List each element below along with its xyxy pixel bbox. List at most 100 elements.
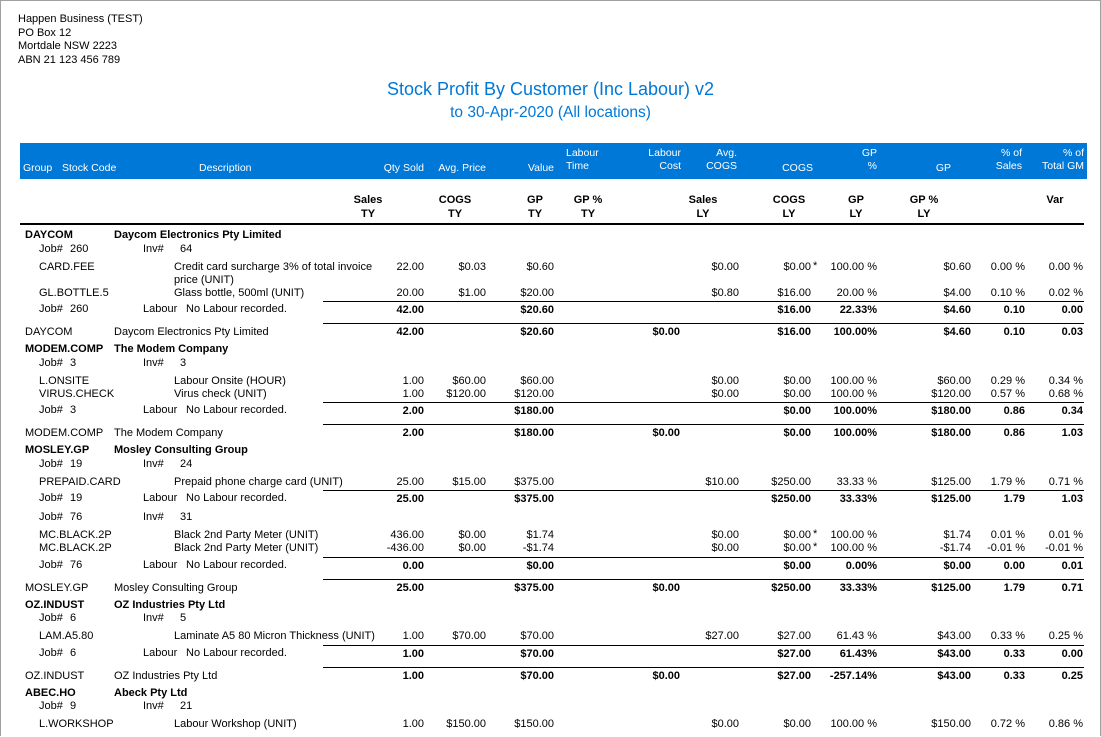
labour-label: Labour — [143, 404, 178, 416]
company-name: Happen Business (TEST) — [18, 13, 143, 25]
cell-gpp: 20.00 % — [836, 286, 877, 299]
labour-label: Labour — [143, 492, 178, 504]
subheader-0: Sales TY — [353, 194, 383, 220]
job-number: 6 — [70, 612, 77, 624]
cell-pgm: 0.86 % — [1048, 718, 1083, 730]
labour-note: No Labour recorded. — [186, 646, 287, 659]
cell-lcost: $0.00 — [652, 326, 680, 338]
labour-note: No Labour recorded. — [186, 558, 287, 571]
address-line-2: Mortdale NSW 2223 — [18, 40, 118, 52]
column-header-code: Stock Code — [62, 162, 117, 174]
cell-cogs: $0.00 — [783, 405, 811, 417]
column-header-band: Group Stock Code Description Qty Sold Avg. P… — [20, 143, 1087, 179]
cell-psales: 0.72 % — [990, 718, 1025, 730]
group-code: MODEM.COMP — [25, 343, 104, 355]
cell-value: $20.60 — [520, 304, 554, 316]
subtotal-rule — [323, 402, 1084, 403]
invoice-number: 64 — [180, 242, 193, 255]
item-description: Credit card surcharge 3% of total invoic… — [174, 260, 373, 273]
cell-gpp: 33.33% — [839, 581, 877, 594]
cell-gp: $43.00 — [937, 630, 971, 642]
cell-cogs: $0.00 — [783, 542, 811, 554]
cell-pgm: 0.34 % — [1048, 374, 1083, 387]
stock-code: L.WORKSHOP — [39, 718, 114, 730]
company-address: Happen Business (TEST) PO Box 12 Mortdal… — [18, 13, 143, 67]
customer-name: OZ Industries Pty Ltd — [114, 669, 218, 682]
subheader-3: GP % TY — [573, 194, 603, 220]
cell-pgm: 0.00 — [1061, 304, 1083, 316]
invoice-label: Inv# — [143, 356, 164, 369]
item-description: Labour Workshop (UNIT) — [174, 718, 297, 730]
address-line-1: PO Box 12 — [18, 26, 72, 39]
cell-gp: $180.00 — [931, 405, 971, 417]
cell-gp: $0.00 — [943, 559, 971, 572]
cell-value: $150.00 — [514, 718, 554, 730]
group-code: MOSLEY.GP — [25, 444, 90, 456]
cell-gpp: 100.00% — [833, 326, 877, 338]
company-abn: ABN 21 123 456 789 — [18, 53, 121, 66]
cogs-flag-icon: * — [813, 541, 818, 553]
column-header-lcost: Labour Cost — [648, 147, 681, 172]
job-number: 76 — [70, 511, 83, 523]
job-label: Job# — [39, 457, 63, 470]
cell-pgm: 0.71 — [1061, 581, 1083, 594]
group-code: OZ.INDUST — [25, 669, 85, 682]
cell-psales: 0.10 — [1003, 326, 1025, 338]
job-label: Job# — [39, 492, 63, 504]
cell-cogs: $0.00 — [783, 529, 811, 541]
job-number: 19 — [70, 492, 83, 504]
cell-psales: 0.00 % — [990, 260, 1025, 273]
cell-acogs: $0.00 — [711, 718, 739, 730]
cell-avg: $150.00 — [446, 718, 486, 730]
customer-name: The Modem Company — [114, 343, 229, 355]
cell-qty: 1.00 — [402, 630, 424, 642]
cell-qty: 25.00 — [396, 475, 424, 488]
cell-value: $0.00 — [526, 559, 554, 572]
cell-gp: $43.00 — [937, 647, 971, 660]
cell-gp: $4.60 — [943, 326, 971, 338]
cell-pgm: 0.01 % — [1048, 529, 1083, 541]
report-title: Stock Profit By Customer (Inc Labour) v2 — [386, 79, 715, 99]
cell-gp: $4.60 — [943, 304, 971, 316]
subtotal-rule — [323, 490, 1084, 491]
header-divider — [20, 223, 1084, 225]
column-header-gpp: GP% — [861, 147, 877, 172]
column-header-group: Group — [23, 162, 53, 174]
cell-value: $375.00 — [514, 475, 554, 488]
cell-pgm: 0.25 — [1061, 669, 1083, 682]
cell-qty: 1.00 — [402, 718, 424, 730]
item-description: Black 2nd Party Meter (UNIT) — [174, 542, 319, 554]
cell-qty: 42.00 — [396, 304, 424, 316]
cell-qty: 1.00 — [402, 669, 424, 682]
cell-gpp: 100.00 % — [830, 260, 877, 273]
subtotal-rule — [323, 424, 1084, 425]
cell-gpp: 100.00% — [833, 427, 877, 439]
cell-acogs: $0.80 — [711, 286, 739, 299]
labour-label: Labour — [143, 646, 178, 659]
cell-gpp: 100.00 % — [830, 718, 877, 730]
cell-qty: 2.00 — [402, 405, 424, 417]
job-number: 260 — [70, 303, 89, 315]
cell-value: $60.00 — [520, 374, 554, 387]
cogs-flag-icon: * — [813, 528, 818, 540]
item-description: Virus check (UNIT) — [174, 387, 267, 400]
item-description-cont: price (UNIT) — [174, 273, 234, 286]
cell-pgm: 0.01 — [1061, 559, 1083, 572]
column-header-acogs: Avg. COGS — [706, 147, 737, 172]
group-code: DAYCOM — [25, 326, 73, 338]
cell-gpp: 100.00 % — [830, 387, 877, 400]
stock-code: MC.BLACK.2P — [39, 529, 112, 541]
cell-avg: $1.00 — [458, 286, 486, 299]
labour-note: No Labour recorded. — [186, 303, 287, 315]
cell-cogs: $16.00 — [777, 326, 811, 338]
cell-value: $70.00 — [520, 669, 554, 682]
cell-gp: $125.00 — [931, 581, 971, 594]
labour-label: Labour — [143, 303, 178, 315]
subheader-7: GP % LY — [909, 194, 939, 220]
cell-pgm: 0.34 — [1061, 405, 1083, 417]
stock-code: L.ONSITE — [39, 374, 90, 387]
cell-qty: 25.00 — [396, 493, 424, 505]
cell-cogs: $0.00 — [783, 718, 811, 730]
cell-avg: $120.00 — [446, 387, 486, 400]
job-label: Job# — [39, 558, 63, 571]
